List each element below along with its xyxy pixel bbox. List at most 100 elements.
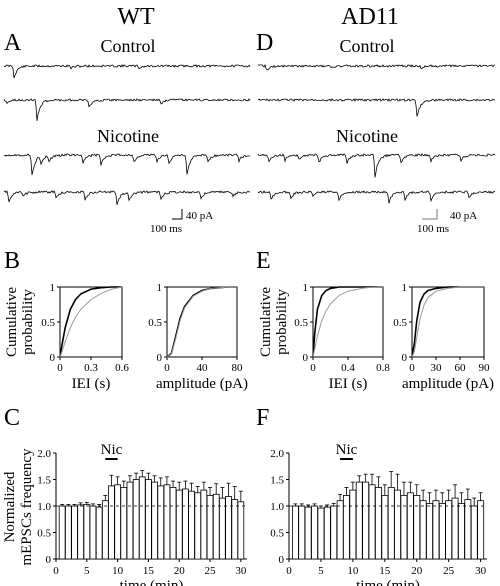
bar	[169, 486, 177, 560]
bar	[438, 502, 446, 560]
y-tick-label: 1	[303, 282, 309, 294]
y-tick-label: 2.0	[37, 448, 51, 460]
x-tick-label: 0	[286, 565, 292, 577]
series-black	[166, 286, 237, 358]
wt-control-label: Control	[100, 36, 155, 56]
bar	[323, 506, 331, 560]
bar	[394, 489, 401, 560]
x-axis-label: IEI (s)	[72, 376, 111, 392]
bar	[451, 497, 459, 560]
x-axis-label: amplitude (pA)	[402, 376, 494, 392]
series-gray	[312, 286, 384, 358]
bar	[406, 492, 414, 560]
x-tick-label: 30	[475, 565, 487, 577]
x-tick-label: 15	[143, 565, 155, 577]
ad11-scale-current: 40 pA	[450, 210, 477, 222]
bar	[132, 479, 140, 560]
c-ylabel-line2: mEPSCs frequency	[19, 448, 35, 566]
y-tick-label: 0	[157, 352, 163, 364]
y-tick-label: 0	[279, 554, 285, 566]
chart-C-WT: 0 5 10 15 20 25 30 0 0.5 1.0 1.5 2.0 Nic time (min)	[37, 442, 247, 586]
x-axis-label: amplitude (pA)	[156, 376, 248, 392]
bar	[362, 481, 370, 560]
y-tick-label: 0.5	[270, 528, 284, 540]
y-tick-label: 1.0	[37, 501, 51, 513]
bar	[77, 504, 84, 560]
ad11-nicotine-trace-1	[257, 153, 496, 178]
c-ylabel-line1: Normalized	[2, 471, 18, 542]
bar	[151, 481, 158, 560]
bar	[206, 494, 214, 560]
x-tick-label: 0	[164, 362, 170, 374]
bar	[102, 500, 109, 560]
wt-header: WT	[117, 4, 155, 30]
y-tick-label: 0	[46, 554, 52, 566]
bar	[387, 486, 395, 560]
series-black	[312, 286, 383, 358]
wt-scale-bar: 40 pA 100 ms	[150, 209, 213, 235]
bar	[419, 500, 427, 560]
ad11-scale-bar: 40 pA 100 ms	[417, 209, 477, 235]
bar	[231, 499, 239, 560]
nic-label: Nic	[101, 442, 123, 458]
x-axis-label: time (min)	[356, 578, 420, 586]
x-tick-label: 15	[379, 565, 391, 577]
x-tick-label: 30	[431, 362, 443, 374]
b-ylabel-line2: probability	[20, 289, 36, 355]
x-tick-label: 25	[443, 565, 455, 577]
bar	[470, 505, 478, 560]
y-tick-label: 0.5	[393, 317, 407, 329]
bar	[120, 486, 128, 560]
x-tick-label: 0.3	[84, 362, 98, 374]
plot-frame	[166, 286, 238, 358]
bar	[291, 505, 299, 560]
x-tick-label: 60	[455, 362, 467, 374]
wt-nicotine-trace-1	[3, 153, 251, 176]
ad11-control-label: Control	[339, 36, 394, 56]
wt-control-trace-1	[3, 64, 251, 79]
x-tick-label: 0	[310, 362, 316, 374]
y-tick-label: 0	[402, 352, 408, 364]
series-gray	[411, 286, 484, 358]
x-tick-label: 0	[53, 565, 59, 577]
bar	[95, 506, 103, 560]
series-black	[411, 286, 484, 358]
bar	[432, 500, 440, 560]
bar	[349, 489, 357, 560]
bar	[157, 485, 165, 560]
bar	[374, 486, 382, 560]
x-tick-label: 5	[84, 565, 90, 577]
bar	[58, 505, 66, 560]
y-tick-label: 0.5	[294, 317, 308, 329]
y-tick-label: 1.5	[37, 475, 51, 487]
x-tick-label: 40	[197, 362, 209, 374]
x-tick-label: 20	[411, 565, 423, 577]
y-tick-label: 0.5	[41, 317, 55, 329]
bar	[188, 490, 195, 560]
bar	[381, 494, 389, 560]
x-tick-label: 25	[205, 565, 217, 577]
bar	[138, 476, 146, 560]
wt-scale-current: 40 pA	[186, 210, 213, 222]
bar	[200, 489, 208, 560]
ad11-nicotine-label: Nicotine	[336, 126, 398, 146]
bar	[477, 500, 485, 560]
bar	[114, 484, 121, 560]
wt-control-trace-2	[3, 98, 251, 121]
bar	[163, 484, 171, 560]
x-tick-label: 80	[232, 362, 244, 374]
bar	[212, 493, 220, 560]
bar	[175, 489, 183, 560]
series-gray	[166, 286, 237, 358]
bar	[330, 505, 338, 560]
wt-nicotine-trace-2	[3, 190, 251, 205]
bar	[317, 507, 325, 560]
x-tick-label: 0	[409, 362, 415, 374]
bar	[311, 505, 318, 560]
bar	[194, 492, 202, 560]
bar	[426, 502, 433, 560]
bar	[413, 494, 421, 560]
wt-scale-time: 100 ms	[150, 223, 182, 235]
chart-B-IEI-WT: 0 0.3 0.6 0 0.5 1 IEI (s)	[41, 282, 129, 392]
chart-B-amp-WT: 0 40 80 0 0.5 1 amplitude (pA)	[148, 282, 248, 392]
